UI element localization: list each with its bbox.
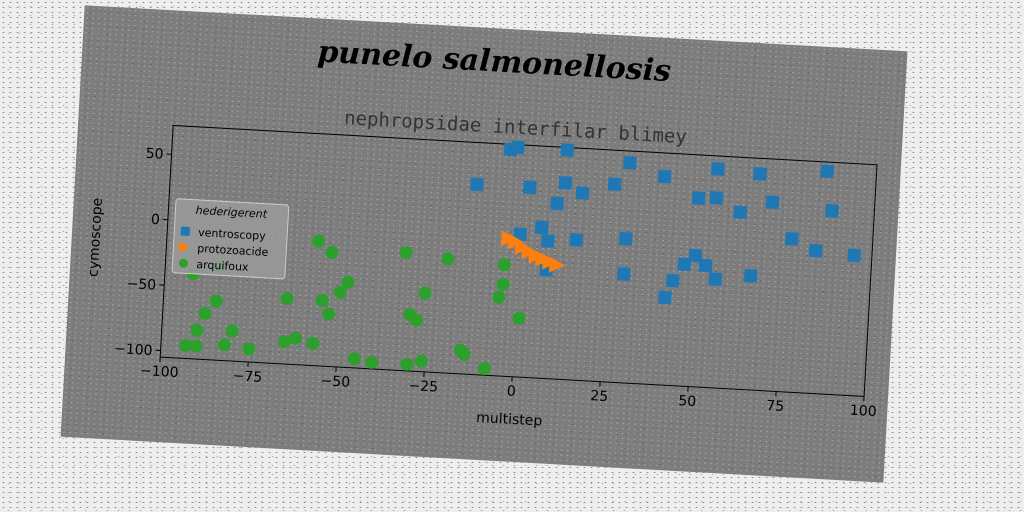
y-tick-label: −50 xyxy=(126,276,156,294)
arquifoux-point xyxy=(189,339,203,353)
ventroscopy-point xyxy=(511,140,525,155)
ventroscopy-point xyxy=(784,231,799,246)
x-tick-label: 25 xyxy=(590,388,609,405)
arquifoux-point xyxy=(341,275,355,289)
x-tick-label: −100 xyxy=(140,363,179,381)
legend: hederigerent ventroscopyprotozoacidearqu… xyxy=(171,198,290,280)
legend-title: hederigerent xyxy=(195,204,268,221)
arquifoux-point xyxy=(278,335,292,349)
arquifoux-point xyxy=(315,294,329,308)
arquifoux-point xyxy=(333,285,347,299)
arquifoux-point xyxy=(400,357,414,371)
ventroscopy-point xyxy=(522,180,537,195)
arquifoux-point xyxy=(242,342,256,356)
ventroscopy-point xyxy=(534,220,549,235)
x-tick-label: −25 xyxy=(408,378,438,396)
ventroscopy-point xyxy=(709,190,724,205)
ventroscopy-point xyxy=(541,234,555,248)
arquifoux-point xyxy=(288,331,302,345)
ventroscopy-point xyxy=(550,196,564,211)
ventroscopy-point xyxy=(765,195,780,210)
arquifoux-point xyxy=(198,307,212,321)
y-tick-label: 0 xyxy=(150,212,160,228)
ventroscopy-point xyxy=(657,169,672,184)
x-tick-label: 0 xyxy=(506,384,516,400)
y-axis-label: cymoscope xyxy=(86,197,106,277)
legend-label-ventroscopy: ventroscopy xyxy=(198,226,267,243)
y-tick-label: −100 xyxy=(114,341,153,359)
scatter-plot: nephropsidae interfilar blimey −100 −75 −5… xyxy=(86,107,878,430)
ventroscopy-point xyxy=(623,155,637,170)
x-axis-label: multistep xyxy=(476,410,543,430)
arquifoux-point xyxy=(306,336,320,350)
ventroscopy-point xyxy=(820,164,835,179)
arquifoux-point xyxy=(418,286,432,300)
arquifoux-point xyxy=(209,294,223,308)
x-tick-label: −50 xyxy=(320,373,350,391)
ventroscopy-point xyxy=(616,267,631,281)
arquifoux-point xyxy=(477,362,491,376)
protozoacide-point xyxy=(548,256,565,273)
arquifoux-point xyxy=(409,313,423,327)
ventroscopy-point xyxy=(825,204,839,218)
arquifoux-point xyxy=(365,355,379,369)
x-tick-label: 50 xyxy=(678,393,697,410)
ventroscopy-point xyxy=(708,272,723,287)
ventroscopy-point xyxy=(691,191,706,206)
ventroscopy-point xyxy=(711,162,725,176)
ventroscopy-point xyxy=(470,177,484,192)
legend-marker-arquifoux xyxy=(178,258,188,268)
arquifoux-point xyxy=(457,347,471,361)
y-tick-label: 50 xyxy=(145,146,164,163)
arquifoux-point xyxy=(492,290,506,304)
x-tick-label: 100 xyxy=(849,403,877,420)
series-protozoacide xyxy=(501,230,565,273)
ventroscopy-point xyxy=(575,186,590,200)
legend-box xyxy=(171,198,290,280)
ventroscopy-point xyxy=(743,269,758,283)
arquifoux-point xyxy=(322,307,336,321)
series-arquifoux xyxy=(179,234,526,376)
ventroscopy-point xyxy=(808,243,823,258)
arquifoux-point xyxy=(496,277,510,291)
ventroscopy-point xyxy=(753,167,767,181)
ventroscopy-point xyxy=(658,290,672,305)
data-marks xyxy=(179,140,862,376)
ventroscopy-point xyxy=(560,143,575,157)
arquifoux-point xyxy=(441,252,455,266)
axis-ticks: −100 −75 −50 −25 0 25 50 75 100 −100 −50 0 50 xyxy=(114,146,877,420)
ventroscopy-point xyxy=(665,273,680,288)
arquifoux-point xyxy=(497,258,511,272)
legend-label-arquifoux: arquifoux xyxy=(196,258,249,274)
ventroscopy-point xyxy=(688,248,703,263)
arquifoux-point xyxy=(225,324,239,338)
legend-marker-ventroscopy xyxy=(180,226,190,237)
arquifoux-point xyxy=(179,338,193,352)
ventroscopy-point xyxy=(569,233,584,247)
arquifoux-point xyxy=(512,311,526,325)
ventroscopy-point xyxy=(618,231,633,246)
arquifoux-point xyxy=(414,354,428,368)
ventroscopy-point xyxy=(558,175,573,190)
chart-panel: punelo salmonellosis nephropsidae interf… xyxy=(60,5,908,483)
arquifoux-point xyxy=(217,338,231,352)
ventroscopy-point xyxy=(733,205,748,220)
legend-marker-protozoacide xyxy=(178,241,190,253)
arquifoux-point xyxy=(347,352,361,366)
legend-label-protozoacide: protozoacide xyxy=(197,242,269,259)
ventroscopy-point xyxy=(513,227,527,241)
ventroscopy-point xyxy=(847,248,862,263)
ventroscopy-point xyxy=(607,177,622,192)
x-tick-label: −75 xyxy=(232,368,262,386)
series-ventroscopy xyxy=(470,140,862,305)
ventroscopy-point xyxy=(698,258,713,273)
arquifoux-point xyxy=(280,292,294,306)
arquifoux-point xyxy=(190,323,204,337)
arquifoux-point xyxy=(325,245,339,259)
arquifoux-point xyxy=(399,246,413,260)
ventroscopy-point xyxy=(677,257,692,272)
arquifoux-point xyxy=(311,234,325,248)
x-tick-label: 75 xyxy=(766,398,785,415)
